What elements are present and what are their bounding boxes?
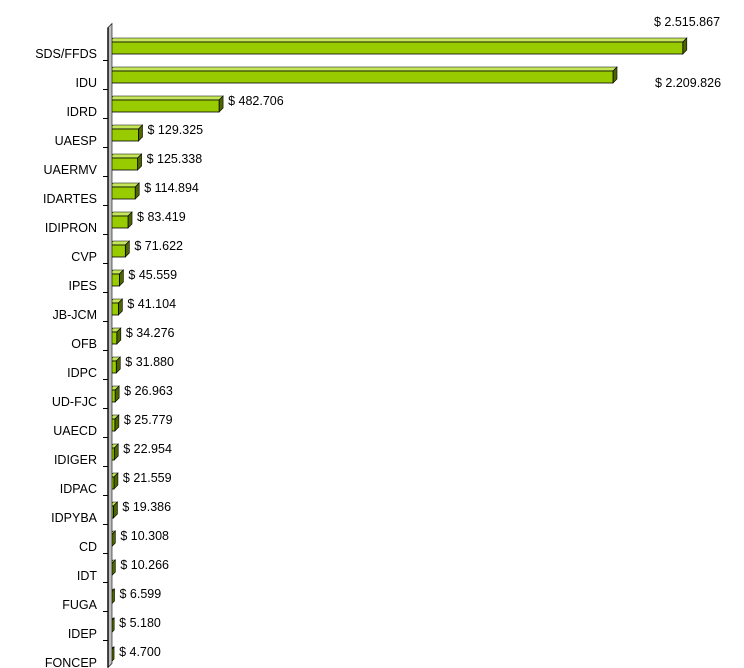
category-label-idpac: IDPAC (60, 482, 97, 496)
category-label-ofb: OFB (71, 337, 97, 351)
value-label-idt: $ 10.266 (120, 558, 169, 572)
category-label-ud-fjc: UD-FJC (52, 395, 97, 409)
value-label-idpc: $ 31.880 (125, 355, 174, 369)
category-label-idrd: IDRD (66, 105, 97, 119)
category-label-sds-ffds: SDS/FFDS (35, 47, 97, 61)
value-label-fuga: $ 6.599 (120, 587, 162, 601)
bar-top-uaermv (108, 153, 143, 159)
category-label-ipes: IPES (69, 279, 98, 293)
category-label-idep: IDEP (68, 627, 97, 641)
category-label-cd: CD (79, 540, 97, 554)
value-label-jb-jcm: $ 41.104 (127, 297, 176, 311)
category-label-idiger: IDIGER (54, 453, 97, 467)
value-label-uaecd: $ 25.779 (124, 413, 173, 427)
value-label-sds-ffds: $ 2.515.867 (654, 15, 720, 29)
value-label-uaesp: $ 129.325 (147, 123, 203, 137)
value-label-foncep: $ 4.700 (119, 645, 161, 659)
value-label-idipron: $ 83.419 (137, 210, 186, 224)
category-label-foncep: FONCEP (45, 656, 97, 668)
category-label-idpyba: IDPYBA (51, 511, 98, 525)
bar-uaesp (108, 128, 139, 142)
category-label-idpc: IDPC (67, 366, 97, 380)
bar-top-sds-ffds (108, 37, 688, 43)
value-label-ud-fjc: $ 26.963 (124, 384, 173, 398)
value-label-idu: $ 2.209.826 (655, 76, 721, 90)
value-label-ipes: $ 45.559 (128, 268, 177, 282)
category-label-idu: IDU (75, 76, 97, 90)
bar-top-idu (108, 66, 618, 72)
value-label-idep: $ 5.180 (119, 616, 161, 630)
bar-top-idrd (108, 95, 224, 101)
value-label-idpyba: $ 19.386 (122, 500, 171, 514)
bar-sds-ffds (108, 41, 684, 55)
bar-top-idartes (108, 182, 140, 188)
bar-idrd (108, 99, 220, 113)
category-label-idt: IDT (77, 569, 98, 583)
category-label-fuga: FUGA (62, 598, 97, 612)
category-label-cvp: CVP (71, 250, 97, 264)
category-label-idipron: IDIPRON (45, 221, 97, 235)
category-axis (103, 22, 113, 668)
value-label-idiger: $ 22.954 (123, 442, 172, 456)
category-label-uaesp: UAESP (55, 134, 97, 148)
value-label-ofb: $ 34.276 (126, 326, 175, 340)
value-label-idpac: $ 21.559 (123, 471, 172, 485)
category-labels: SDS/FFDS IDU IDRD UAESP UAERMV IDARTES IDIPRON… (35, 47, 97, 668)
category-label-idartes: IDARTES (43, 192, 97, 206)
value-label-cd: $ 10.308 (120, 529, 169, 543)
bar-uaermv (108, 157, 138, 171)
value-label-cvp: $ 71.622 (134, 239, 183, 253)
value-label-idartes: $ 114.894 (144, 181, 199, 195)
bar-top-uaesp (108, 124, 144, 130)
category-label-jb-jcm: JB-JCM (53, 308, 97, 322)
value-labels: $ 2.515.867 $ 2.209.826 $ 482.706 $ 129.325… (119, 15, 721, 659)
value-label-uaermv: $ 125.338 (147, 152, 203, 166)
category-label-uaecd: UAECD (53, 424, 97, 438)
bar-idartes (108, 186, 136, 200)
value-label-idrd: $ 482.706 (228, 94, 284, 108)
bar-idu (108, 70, 614, 84)
category-label-uaermv: UAERMV (44, 163, 98, 177)
